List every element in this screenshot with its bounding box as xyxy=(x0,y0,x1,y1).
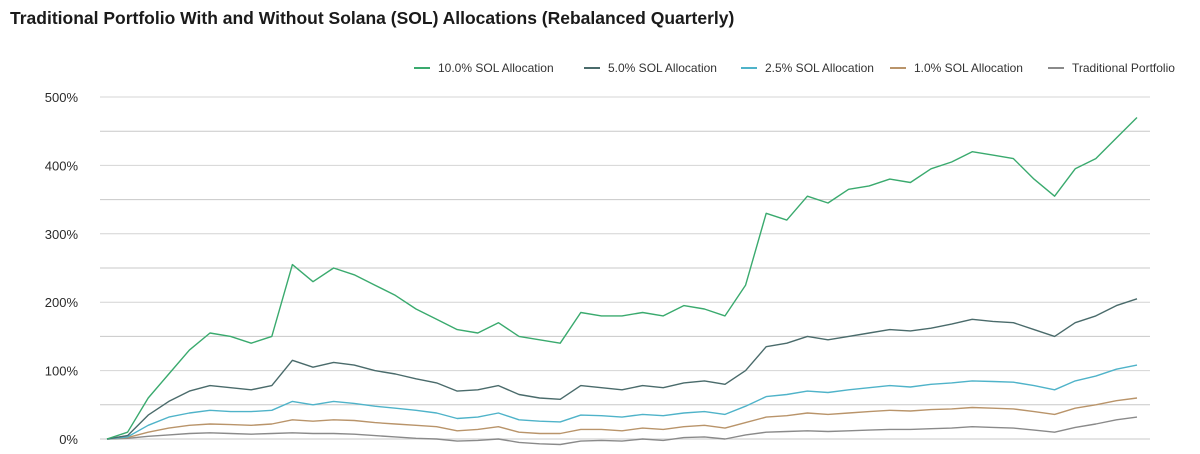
legend-item: 1.0% SOL Allocation xyxy=(890,61,1023,75)
y-tick-label: 300% xyxy=(45,227,79,242)
legend-label: 5.0% SOL Allocation xyxy=(608,61,717,75)
series-line xyxy=(106,117,1138,440)
legend-label: 2.5% SOL Allocation xyxy=(765,61,874,75)
y-tick-label: 400% xyxy=(45,158,79,173)
legend-label: Traditional Portfolio xyxy=(1072,61,1175,75)
legend-item: Traditional Portfolio xyxy=(1048,61,1175,75)
legend: 10.0% SOL Allocation 5.0% SOL Allocation 2… xyxy=(414,61,1175,75)
y-tick-label: 0% xyxy=(59,432,78,447)
legend-label: 10.0% SOL Allocation xyxy=(438,61,554,75)
gridlines xyxy=(100,96,1150,440)
y-tick-label: 100% xyxy=(45,364,79,379)
y-tick-label: 200% xyxy=(45,295,79,310)
series-line xyxy=(106,298,1138,440)
legend-item: 10.0% SOL Allocation xyxy=(414,61,554,75)
legend-label: 1.0% SOL Allocation xyxy=(914,61,1023,75)
series-line xyxy=(106,397,1138,440)
y-axis-ticks: 500% 400% 300% 200% 100% 0% xyxy=(45,90,79,447)
series-line xyxy=(106,416,1138,446)
chart-title: Traditional Portfolio With and Without S… xyxy=(10,8,735,28)
y-tick-label: 500% xyxy=(45,90,79,105)
legend-item: 2.5% SOL Allocation xyxy=(741,61,874,75)
series-lines xyxy=(106,117,1138,446)
legend-item: 5.0% SOL Allocation xyxy=(584,61,717,75)
series-line xyxy=(106,364,1138,440)
